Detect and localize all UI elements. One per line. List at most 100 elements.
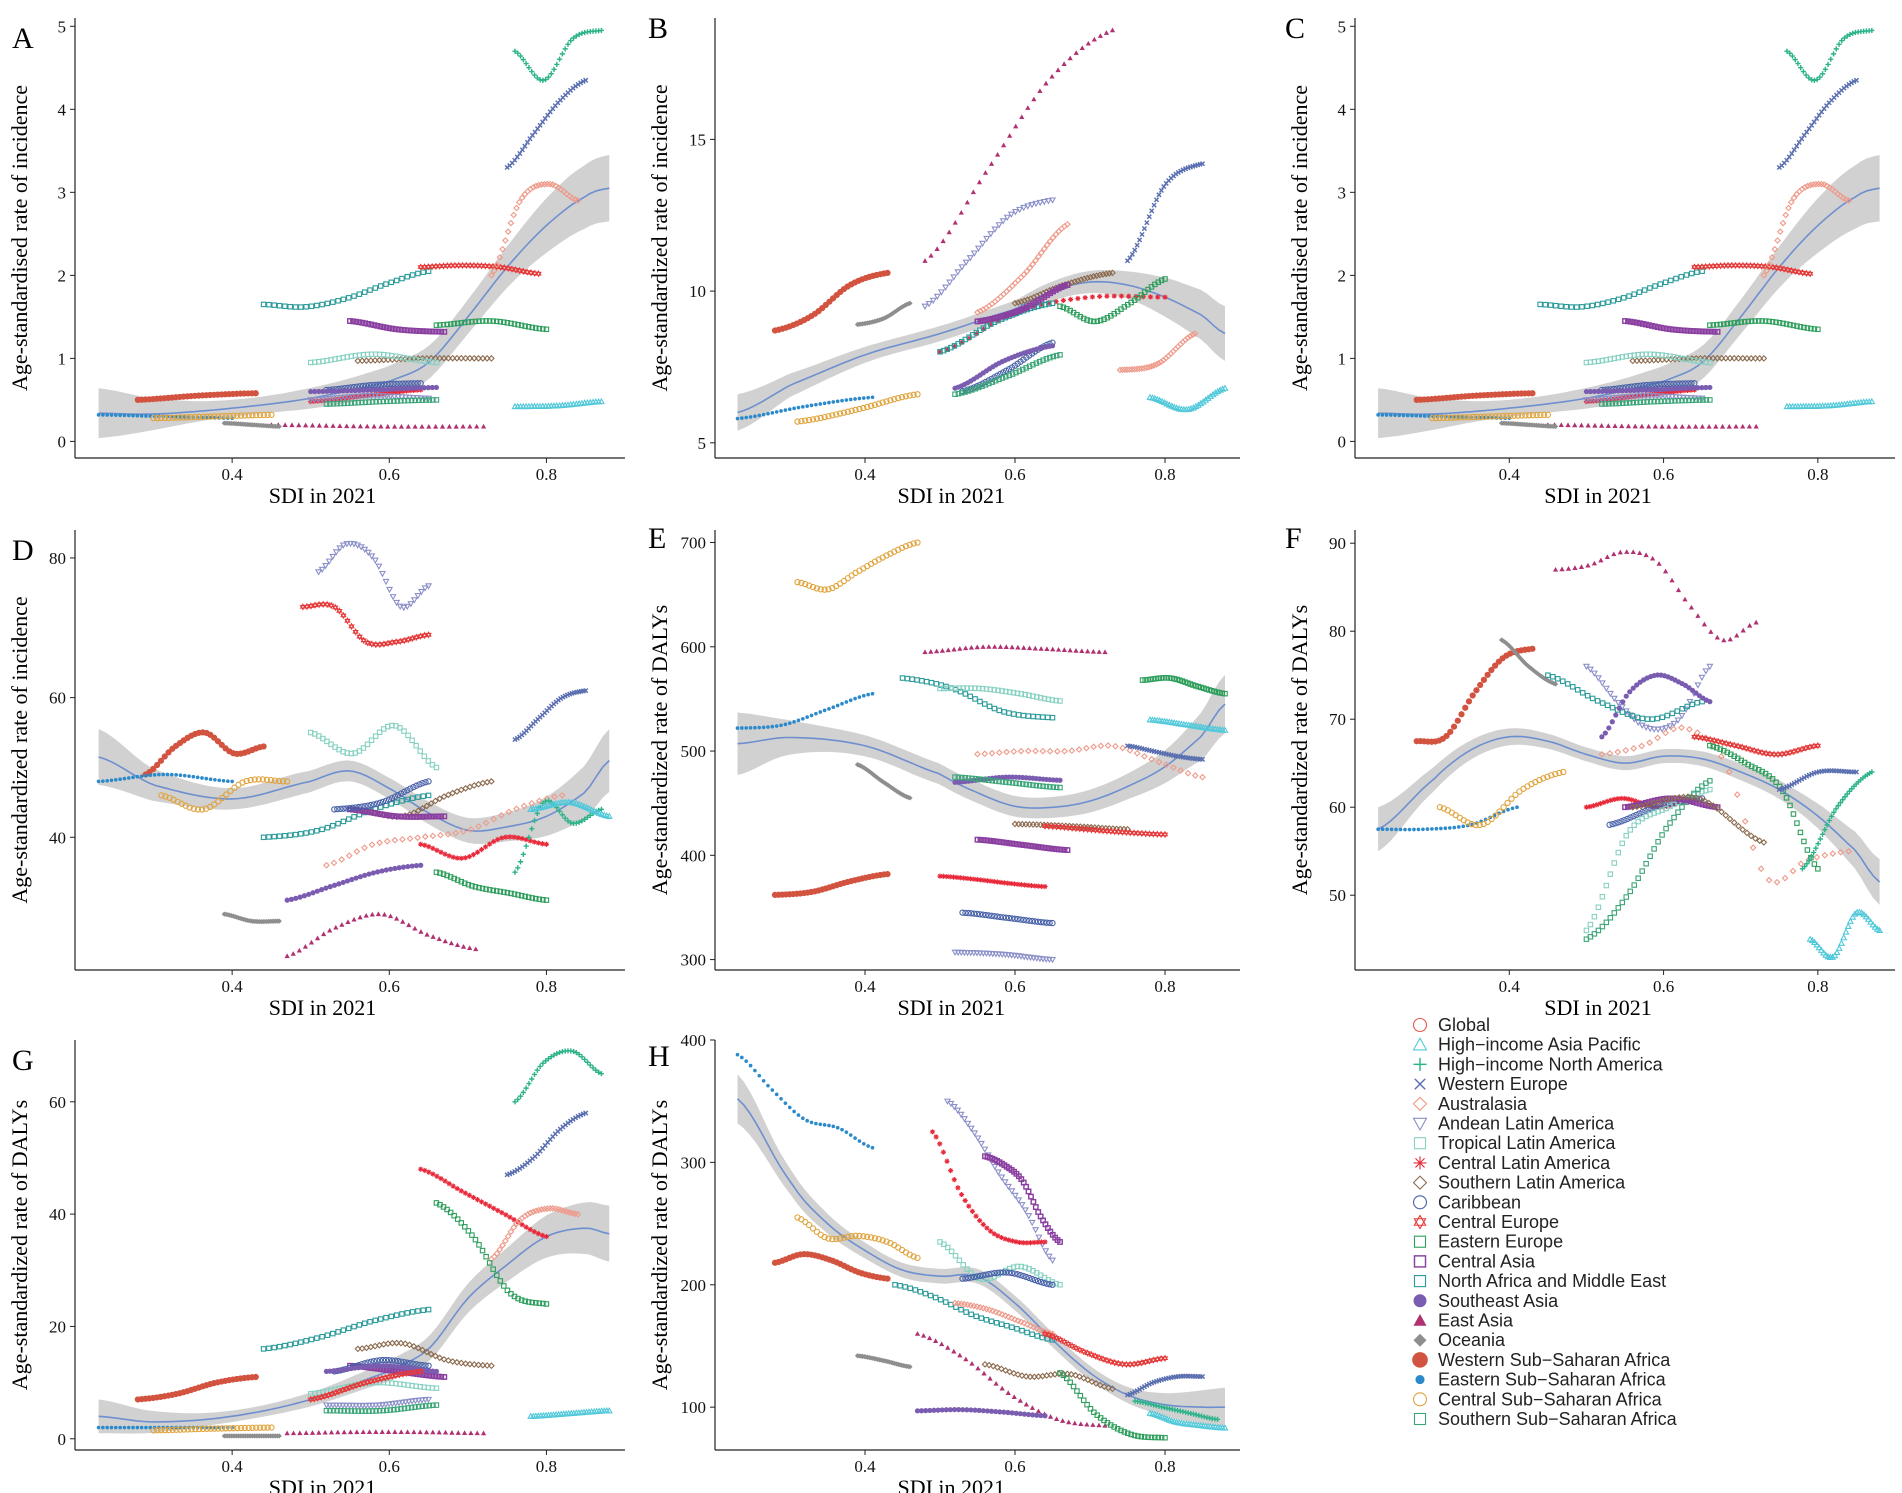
- data-point: [1717, 321, 1724, 328]
- data-point: [252, 390, 259, 397]
- data-point: [377, 811, 384, 818]
- data-point: [118, 1425, 122, 1430]
- data-point: [520, 851, 526, 857]
- data-point: [753, 725, 757, 730]
- y-axis-title: Age-standardized rate of DALYs: [647, 1100, 672, 1390]
- data-point: [466, 853, 472, 860]
- data-point: [1032, 747, 1039, 755]
- data-point: [957, 646, 963, 651]
- data-point: [1770, 750, 1778, 759]
- data-point: [414, 834, 422, 842]
- data-point: [1768, 254, 1776, 261]
- data-point: [437, 831, 444, 839]
- data-point: [356, 748, 363, 754]
- data-point: [792, 720, 796, 724]
- data-point: [1609, 395, 1617, 402]
- data-point: [449, 354, 457, 362]
- data-point: [369, 399, 376, 405]
- data-point: [217, 778, 222, 783]
- data-point: [1643, 552, 1649, 558]
- data-point: [1021, 297, 1028, 305]
- data-point: [1733, 791, 1741, 798]
- confidence-band: [98, 155, 610, 439]
- y-tick-label: 2: [58, 266, 67, 285]
- data-point: [998, 879, 1004, 886]
- data-point: [453, 354, 461, 362]
- series-central-sub-saharan-africa: [794, 539, 921, 593]
- data-point: [1061, 747, 1068, 755]
- data-point: [101, 413, 105, 417]
- data-point: [1430, 827, 1434, 831]
- series-central-europe: [299, 600, 432, 649]
- x-axis-title: SDI in 2021: [269, 1475, 377, 1493]
- data-point: [162, 793, 169, 800]
- data-point: [373, 399, 379, 405]
- data-point: [1552, 681, 1559, 687]
- data-point: [1609, 719, 1615, 725]
- data-point: [276, 423, 282, 430]
- data-point: [383, 867, 389, 873]
- data-point: [523, 843, 529, 849]
- data-point: [1014, 915, 1021, 923]
- data-point: [757, 1073, 762, 1078]
- data-point: [459, 828, 467, 835]
- data-point: [1553, 302, 1559, 309]
- data-point: [783, 1101, 788, 1105]
- data-point: [1206, 392, 1215, 400]
- data-point: [364, 423, 370, 429]
- data-point: [252, 1373, 259, 1381]
- series-tropical-latin-america: [937, 685, 1063, 704]
- data-point: [152, 773, 157, 777]
- data-point: [427, 800, 435, 807]
- data-point: [303, 830, 309, 836]
- data-point: [1652, 423, 1658, 429]
- data-point: [1095, 826, 1103, 835]
- data-point: [928, 252, 934, 258]
- data-point: [161, 772, 166, 777]
- data-point: [418, 841, 424, 847]
- y-tick-label: 100: [681, 1398, 707, 1417]
- data-point: [1111, 293, 1117, 299]
- data-point: [1410, 413, 1414, 418]
- series-southeast-asia: [284, 862, 424, 903]
- data-point: [361, 546, 369, 554]
- series-andean-latin-america: [921, 197, 1057, 311]
- data-point: [420, 813, 426, 820]
- data-point: [459, 261, 466, 270]
- data-point: [922, 649, 928, 655]
- data-point: [1600, 300, 1606, 307]
- data-point: [957, 875, 963, 881]
- data-point: [1452, 825, 1457, 830]
- data-point: [1126, 366, 1134, 373]
- data-point: [333, 395, 341, 402]
- data-point: [1522, 412, 1529, 419]
- series-western-sub-saharan-africa: [142, 729, 267, 778]
- data-point: [1039, 301, 1045, 308]
- data-point: [1027, 295, 1035, 302]
- data-point: [409, 385, 415, 391]
- data-point: [1480, 676, 1488, 683]
- data-point: [401, 788, 408, 796]
- data-point: [434, 847, 440, 853]
- data-point: [1047, 354, 1053, 361]
- data-point: [1035, 253, 1042, 261]
- data-point: [1046, 301, 1052, 307]
- data-point: [329, 397, 335, 403]
- data-point: [1060, 304, 1067, 311]
- series-andean-latin-america: [1582, 663, 1714, 734]
- data-point: [371, 322, 378, 329]
- data-point: [805, 582, 813, 589]
- data-point: [1599, 423, 1605, 428]
- data-point: [427, 354, 435, 362]
- data-point: [1045, 822, 1053, 830]
- data-point: [1624, 711, 1631, 717]
- data-point: [268, 411, 275, 418]
- data-point: [1674, 800, 1680, 806]
- data-point: [266, 301, 272, 308]
- data-point: [1711, 328, 1718, 335]
- data-point: [1602, 685, 1610, 693]
- data-point: [1144, 220, 1150, 226]
- data-point: [873, 774, 879, 780]
- data-point: [352, 628, 359, 636]
- data-point: [131, 1425, 135, 1430]
